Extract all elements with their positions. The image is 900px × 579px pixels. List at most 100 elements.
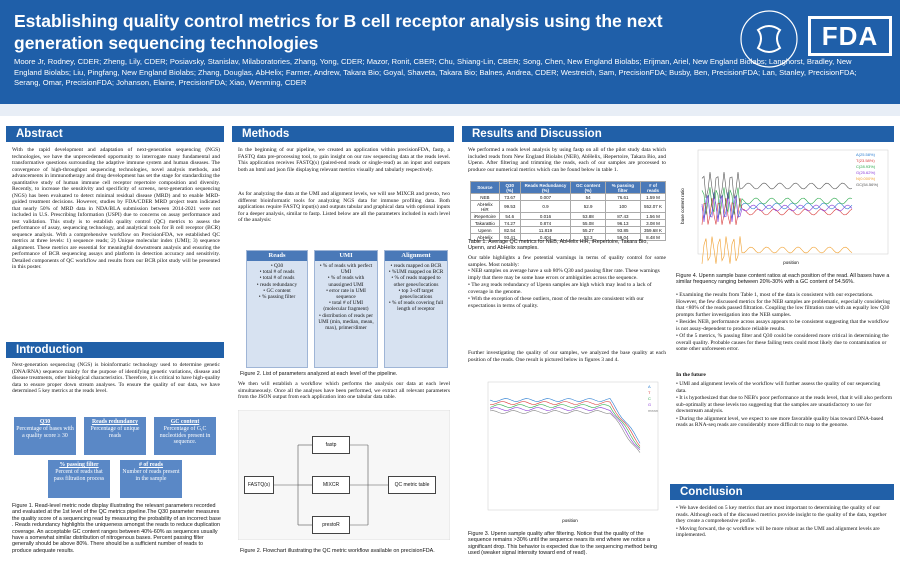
series-line — [701, 187, 853, 215]
table-cell: AbHelix — [470, 233, 500, 241]
table-cell: 0.016 — [519, 212, 572, 220]
poster-header: Establishing quality control metrics for… — [0, 0, 900, 104]
conclusion-bullets: • We have decided on 5 key metrics that … — [676, 505, 892, 540]
table-cell: 53.88 — [570, 212, 606, 220]
table-cell: AbHelix HiR — [470, 200, 500, 213]
future-bullets: • UMI and alignment levels of the workfl… — [676, 381, 892, 430]
bullet-item: • UMI and alignment levels of the workfl… — [676, 381, 881, 394]
flow-node-mixcr: MIXCR — [312, 476, 350, 494]
param-item: • total # of UMI (molecular fragment) — [323, 300, 369, 313]
table-header: # of reads — [640, 181, 666, 194]
figure2a-caption: Figure 2. List of parameters analyzed at… — [240, 371, 398, 377]
metric-box-q30: Q30 Percentage of bases with a quality sc… — [14, 417, 76, 455]
table-cell: 11.819 — [519, 226, 572, 234]
legend-label: G(25.62%) — [856, 170, 876, 175]
future-heading: In the future — [676, 372, 706, 378]
param-column-umi: UMI • % of reads with perfect UMI • % of … — [314, 250, 378, 368]
table-cell: 53.3 — [570, 233, 606, 241]
table-cell: 3.08 M — [640, 219, 666, 227]
conclusion-heading: Conclusion — [670, 484, 894, 500]
bullet-item: • Examining the results from Table 1, mo… — [676, 292, 890, 318]
param-item: • % of reads with perfect UMI — [319, 263, 373, 276]
table-header: Q30 (%) — [498, 181, 521, 194]
metric-box-passing: % passing filter Percent of reads that pa… — [48, 460, 110, 498]
param-item: • reads redundancy — [256, 281, 298, 288]
table-cell: 99.53 — [498, 200, 521, 213]
series-line — [701, 195, 853, 223]
flow-node-qc-table: QC metric table — [388, 476, 436, 494]
table-cell: 74.27 — [498, 219, 521, 227]
table-cell: 359.68 K — [640, 226, 666, 234]
table-cell: 0.874 — [519, 219, 572, 227]
table-cell: 0.9 — [519, 200, 572, 213]
bullet-item: • NEB samples on average have a sub 80% … — [468, 268, 660, 281]
param-item: • error rate in UMI sequence — [326, 287, 366, 301]
abstract-heading: Abstract — [6, 126, 224, 142]
base-content-chart: A(25.58%)T(23.58%)C(28.93%)G(25.62%)N(0.… — [680, 149, 889, 265]
param-item: • Q30 — [270, 263, 284, 269]
plot-area — [487, 381, 659, 511]
table-cell: 96.13 — [604, 219, 642, 227]
legend-label: N(0.000%) — [856, 176, 876, 181]
legend-label: T(23.58%) — [856, 158, 875, 163]
table-cell: 76.61 — [604, 193, 642, 201]
introduction-text: Next-generation sequencing (NGS) is bioi… — [12, 362, 220, 394]
figure4-caption: Figure 4. Upenn sample base content rati… — [676, 273, 890, 286]
param-item: • % of reads with unassigned UMI — [327, 275, 365, 288]
table-header: GC content (%) — [570, 181, 606, 194]
methods-text-2: As for analyzing the data at the UMI and… — [238, 191, 450, 223]
fda-logo: FDA — [808, 16, 892, 56]
results-text-3: Further investigating the quality of our… — [468, 350, 666, 363]
table-cell: 59.04 — [604, 233, 642, 241]
table-cell: Upenn — [470, 226, 500, 234]
param-column-reads: Reads • Q30 • total # of reads • total # o… — [246, 250, 308, 368]
table-header: % passing filter — [604, 181, 642, 194]
author-list: Moore Jr, Rodney, CDER; Zheng, Lily, CDE… — [14, 57, 857, 88]
x-axis-label: position — [562, 518, 578, 523]
legend-label: C(28.93%) — [856, 164, 876, 169]
table-row: AbHelix HiR 99.53 0.9 52.9 100 552.07 K — [470, 200, 666, 213]
series-line — [701, 192, 853, 220]
table-cell: 1.56 M — [640, 212, 666, 220]
series-line — [489, 401, 641, 447]
legend-label: mean — [648, 408, 658, 413]
param-item: • %UMI mapped on BCR — [388, 269, 444, 276]
table-row: Upenn 82.54 11.819 55.27 93.85 359.68 K — [470, 226, 666, 234]
qc-metrics-table: Source Q30 (%) Reads Redundancy (%) GC cont… — [470, 181, 666, 241]
x-axis-label: position — [783, 260, 799, 265]
flow-node-fastq: FASTQ(s) — [244, 476, 274, 494]
table-cell: TakaraBio — [470, 219, 500, 227]
param-item: • GC content — [263, 287, 291, 294]
metric-box-gc: GC content Percentage of G,C nucleotides … — [154, 417, 216, 455]
table-cell: 552.07 K — [640, 200, 666, 213]
bullet-item: • Moving forward, the qc workflow will b… — [676, 525, 880, 539]
figure3-caption: Figure 3. Upenn sample quality after fil… — [468, 531, 657, 557]
param-item: • top 3-off target genes/locations — [398, 287, 434, 301]
table-row: AbHelix 93.41 0.404 53.3 59.04 8.48 M — [470, 233, 666, 241]
table1-caption: Table 1. Average QC metrics for NEB, AbH… — [468, 239, 648, 252]
series-line — [489, 407, 641, 451]
bullet-item: • We have decided on 5 key metrics that … — [676, 505, 887, 524]
bullet-item: • Besides NEB, performance across assays… — [676, 319, 890, 332]
legend-label: GC(54.56%) — [856, 182, 879, 187]
methods-heading: Methods — [232, 126, 454, 142]
metric-box-redundancy: Reads redundancy Percentage of unique rea… — [84, 417, 146, 455]
table-header: Source — [470, 181, 500, 194]
table-cell: 54 — [570, 193, 606, 201]
param-item: • reads mapped on BCR — [390, 263, 442, 269]
hhs-seal-icon — [740, 10, 798, 68]
results-text-2: Our table highlights a few potential war… — [468, 255, 666, 268]
param-column-alignment: Alignment • reads mapped on BCR • %UMI ma… — [384, 250, 448, 368]
legend-label: A — [648, 384, 651, 389]
param-item: • distribution of reads per UMI (min, me… — [318, 312, 374, 332]
table-cell: 8.48 M — [640, 233, 666, 241]
table-cell: 0.007 — [519, 193, 572, 201]
results-bullets: • NEB samples on average have a sub 80% … — [468, 268, 666, 310]
methods-text: In the beginning of our pipeline, we cre… — [238, 147, 450, 173]
series-line — [489, 398, 641, 444]
table-cell: 82.54 — [498, 226, 521, 234]
bullet-item: • It is hypothesized that due to NEB's p… — [676, 395, 892, 414]
table-cell: iRepertoire — [470, 212, 500, 220]
param-item: • total # of reads — [259, 269, 295, 276]
